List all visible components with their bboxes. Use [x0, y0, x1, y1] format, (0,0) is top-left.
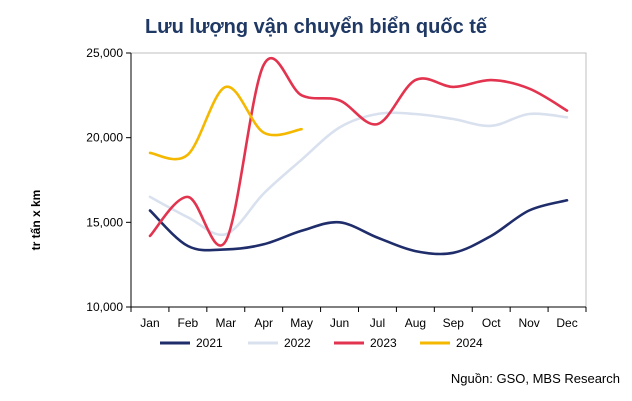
y-tick-label: 15,000 [86, 215, 123, 229]
x-tick-label: Apr [254, 316, 273, 330]
source-note: Nguồn: GSO, MBS Research [450, 371, 620, 386]
series-line-2023 [148, 56, 569, 247]
legend-label-2022: 2022 [284, 336, 311, 350]
x-tick-label: Sep [443, 316, 465, 330]
series-line-2024 [148, 85, 303, 161]
y-tick-label: 25,000 [86, 46, 123, 60]
legend-label-2024: 2024 [456, 336, 483, 350]
x-tick-label: Mar [215, 316, 236, 330]
plot-area-border [130, 52, 587, 308]
x-tick-label: Dec [556, 316, 577, 330]
chart-title: Lưu lượng vận chuyển biển quốc tế [144, 16, 488, 38]
y-tick-label: 10,000 [86, 300, 123, 314]
x-tick-label: Jun [330, 316, 349, 330]
x-tick-label: Jul [370, 316, 385, 330]
y-tick-label: 20,000 [86, 131, 123, 145]
x-tick-label: May [290, 316, 313, 330]
x-tick-label: Aug [405, 316, 426, 330]
legend-label-2023: 2023 [370, 336, 397, 350]
legend-label-2021: 2021 [196, 336, 223, 350]
x-tick-label: Oct [482, 316, 501, 330]
x-tick-label: Feb [178, 316, 199, 330]
series-line-2022 [148, 111, 569, 237]
x-tick-label: Nov [518, 316, 539, 330]
x-tick-label: Jan [140, 316, 159, 330]
series-line-2021 [148, 199, 569, 256]
